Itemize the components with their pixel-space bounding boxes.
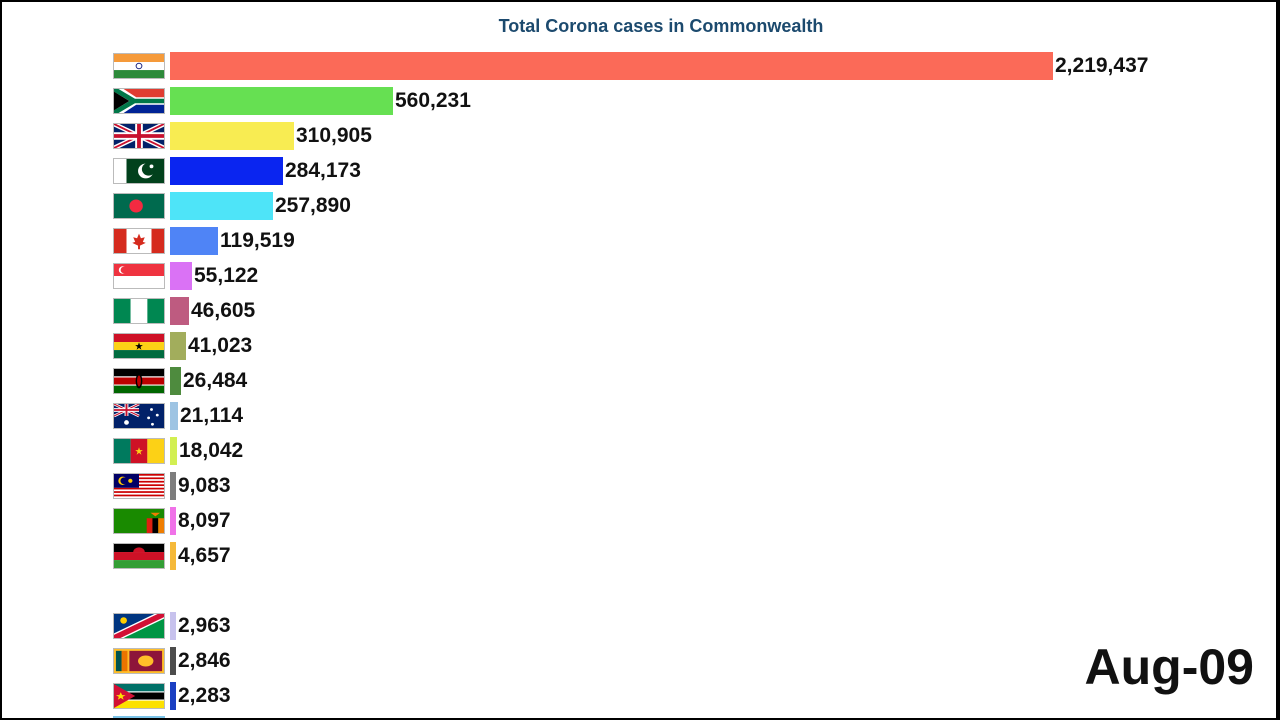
bar xyxy=(170,612,176,640)
bar xyxy=(170,87,393,115)
bar xyxy=(170,647,176,675)
uk-flag-icon xyxy=(112,121,166,151)
value-label: 119,519 xyxy=(220,229,295,252)
canada-flag-icon xyxy=(113,228,165,254)
malaysia-flag-icon xyxy=(113,473,165,499)
bar xyxy=(170,122,294,150)
bar xyxy=(170,227,218,255)
bangladesh-flag-icon xyxy=(113,193,165,219)
bar xyxy=(170,437,177,465)
bar xyxy=(170,682,176,710)
bar xyxy=(170,542,176,570)
bar xyxy=(170,402,178,430)
value-label: 2,283 xyxy=(178,684,231,707)
date-label: Aug-09 xyxy=(1084,639,1254,695)
value-label: 2,846 xyxy=(178,649,231,672)
bar xyxy=(170,367,181,395)
partially-visible-bar xyxy=(113,716,165,718)
value-label: 257,890 xyxy=(275,194,351,217)
mozambique-flag-icon xyxy=(113,683,165,709)
value-label: 8,097 xyxy=(178,509,231,532)
value-label: 46,605 xyxy=(191,299,256,322)
kenya-flag-icon xyxy=(113,368,165,394)
namibia-flag-icon xyxy=(112,610,166,642)
bar xyxy=(170,52,1053,80)
value-label: 2,219,437 xyxy=(1055,54,1149,77)
chart-title: Total Corona cases in Commonwealth xyxy=(498,16,824,36)
bar xyxy=(170,332,186,360)
value-label: 2,963 xyxy=(178,614,231,637)
pakistan-flag-icon xyxy=(113,158,165,184)
south-africa-flag-icon xyxy=(111,84,165,118)
bar xyxy=(170,262,192,290)
value-label: 9,083 xyxy=(178,474,231,497)
ghana-flag-icon xyxy=(113,333,165,359)
bar xyxy=(170,507,176,535)
value-label: 310,905 xyxy=(296,124,372,147)
value-label: 4,657 xyxy=(178,544,231,567)
bar xyxy=(170,157,283,185)
zambia-flag-icon xyxy=(113,508,165,534)
bar xyxy=(170,472,176,500)
australia-flag-icon xyxy=(113,402,165,429)
value-label: 21,114 xyxy=(180,404,244,427)
value-label: 560,231 xyxy=(395,89,471,112)
value-label: 284,173 xyxy=(285,159,361,182)
singapore-flag-icon xyxy=(113,263,165,289)
malawi-flag-icon xyxy=(113,543,165,569)
sri-lanka-flag-icon xyxy=(113,648,165,674)
bar xyxy=(170,192,273,220)
bar xyxy=(170,297,189,325)
value-label: 26,484 xyxy=(183,369,248,392)
india-flag-icon xyxy=(113,53,165,79)
value-label: 18,042 xyxy=(179,439,244,462)
nigeria-flag-icon xyxy=(113,298,165,324)
cameroon-flag-icon xyxy=(113,438,165,464)
value-label: 41,023 xyxy=(188,334,253,357)
value-label: 55,122 xyxy=(194,264,259,287)
